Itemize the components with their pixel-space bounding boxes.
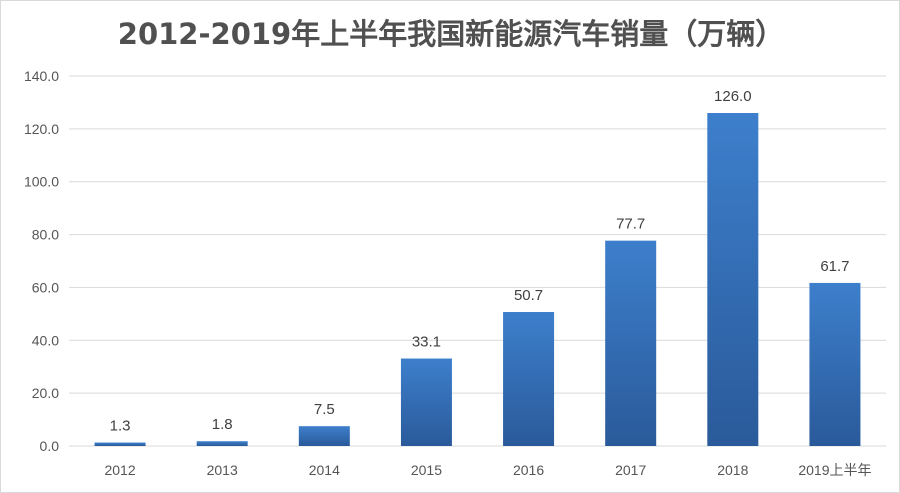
bar: [503, 312, 555, 446]
x-tick-label: 2012: [104, 462, 135, 478]
data-label: 77.7: [616, 216, 645, 233]
bar: [94, 442, 146, 446]
y-tick-label: 80.0: [32, 227, 59, 243]
y-tick-label: 20.0: [32, 385, 59, 401]
bar: [809, 282, 861, 446]
x-tick-label: 2013: [207, 462, 238, 478]
bar: [707, 113, 759, 446]
x-tick-label: 2018: [717, 462, 748, 478]
y-tick-label: 100.0: [24, 174, 59, 190]
data-label: 33.1: [412, 334, 441, 351]
data-label: 126.0: [714, 88, 752, 105]
y-tick-label: 120.0: [24, 121, 59, 137]
data-label: 61.7: [820, 258, 849, 275]
x-tick-label: 2017: [615, 462, 646, 478]
bar: [298, 426, 350, 446]
data-label: 7.5: [314, 401, 335, 418]
y-tick-label: 0.0: [40, 438, 60, 454]
bar: [400, 358, 452, 446]
bar: [605, 240, 657, 446]
x-tick-label: 2015: [411, 462, 442, 478]
data-label: 1.8: [212, 416, 233, 433]
data-label: 50.7: [514, 287, 543, 304]
y-tick-label: 140.0: [24, 68, 59, 84]
data-label: 1.3: [110, 418, 131, 435]
x-tick-label: 2016: [513, 462, 544, 478]
bar: [196, 441, 248, 446]
chart-title: 2012-2019年上半年我国新能源汽车销量（万辆）: [117, 17, 785, 51]
y-tick-label: 40.0: [32, 332, 59, 348]
y-tick-label: 60.0: [32, 279, 59, 295]
x-tick-label: 2014: [309, 462, 340, 478]
x-tick-label: 2019上半年: [798, 462, 871, 478]
